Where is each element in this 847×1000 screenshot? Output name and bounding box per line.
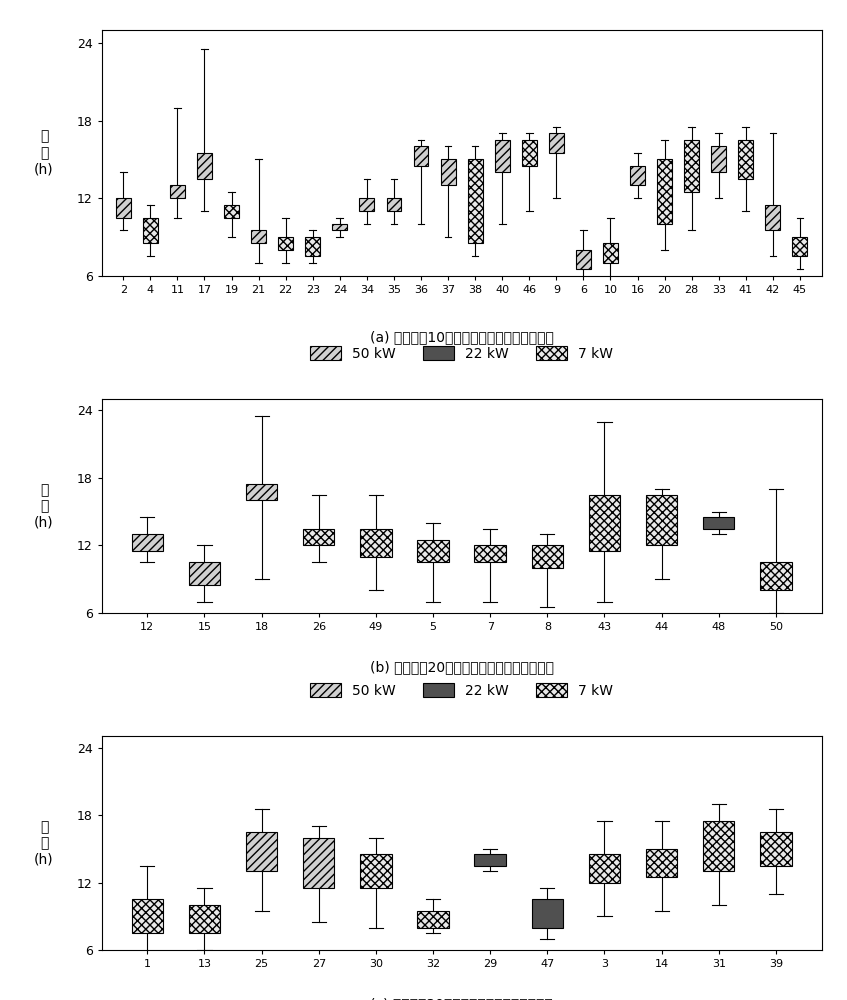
Bar (386, 198, 401, 211)
Bar (440, 159, 456, 185)
Bar (303, 529, 335, 545)
Bar (522, 140, 537, 166)
Bar (252, 230, 266, 243)
Bar (413, 146, 429, 166)
Bar (170, 185, 185, 198)
Bar (360, 854, 391, 888)
Bar (189, 905, 220, 933)
Bar (131, 534, 163, 551)
Bar (359, 198, 374, 211)
Bar (646, 849, 678, 877)
Bar (703, 821, 734, 871)
Bar (197, 153, 212, 179)
Bar (703, 517, 734, 529)
Bar (576, 250, 591, 269)
Bar (116, 198, 130, 218)
Bar (303, 838, 335, 888)
Bar (684, 140, 699, 192)
Bar (589, 854, 620, 883)
Bar (532, 899, 563, 928)
Text: (a) 被安排到10号充电站充电的电动汽车索引: (a) 被安排到10号充电站充电的电动汽车索引 (369, 330, 554, 344)
Bar (360, 529, 391, 557)
Text: (b) 被安排到20号充电站充电的电动汽车索引: (b) 被安排到20号充电站充电的电动汽车索引 (369, 660, 554, 674)
Text: (c) 被安排到30号充电站充电的电动汽车索引: (c) 被安排到30号充电站充电的电动汽车索引 (370, 997, 553, 1000)
Bar (224, 205, 239, 218)
Bar (549, 133, 564, 153)
Bar (418, 911, 449, 928)
Bar (760, 562, 792, 590)
Bar (305, 237, 320, 256)
Legend: 50 kW, 22 kW, 7 kW: 50 kW, 22 kW, 7 kW (310, 683, 613, 698)
Text: 时
间
(h): 时 间 (h) (34, 820, 54, 866)
Bar (279, 237, 293, 250)
Bar (532, 545, 563, 568)
Bar (711, 146, 726, 172)
Bar (630, 166, 645, 185)
Bar (246, 832, 277, 871)
Bar (646, 495, 678, 545)
Bar (246, 484, 277, 500)
Bar (474, 854, 506, 866)
Legend: 50 kW, 22 kW, 7 kW: 50 kW, 22 kW, 7 kW (310, 346, 613, 361)
Bar (418, 540, 449, 562)
Bar (603, 243, 618, 263)
Text: 时
间
(h): 时 间 (h) (34, 483, 54, 529)
Bar (589, 495, 620, 551)
Bar (143, 218, 158, 243)
Text: 时
间
(h): 时 间 (h) (34, 130, 54, 176)
Bar (189, 562, 220, 585)
Bar (495, 140, 510, 172)
Bar (468, 159, 483, 243)
Bar (766, 205, 780, 230)
Bar (760, 832, 792, 866)
Bar (474, 545, 506, 562)
Bar (793, 237, 807, 256)
Bar (657, 159, 672, 224)
Bar (739, 140, 753, 179)
Bar (332, 224, 347, 230)
Bar (131, 899, 163, 933)
